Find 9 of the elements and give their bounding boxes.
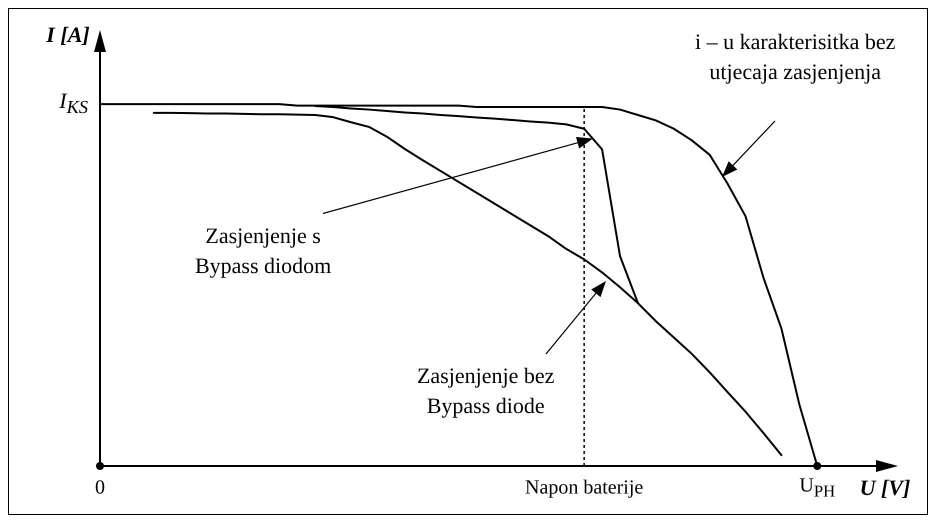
x-tick-label: Napon baterije [525,476,644,500]
x-axis-title: U [V] [860,475,910,501]
y-axis-title: I [A] [46,22,90,48]
x-tick-label: 0 [95,476,105,500]
text: i – u karakterisitka bez utjecaja zasjenjenja [694,28,896,86]
x-tick-label: U$_{PH}$ [799,474,836,502]
annotation: Zasjenjenje bez Bypass diode [416,362,556,420]
annotation: Zasjenjenje s Bypass diodom [194,222,332,280]
text: I$_{KS}$ [58,86,88,120]
